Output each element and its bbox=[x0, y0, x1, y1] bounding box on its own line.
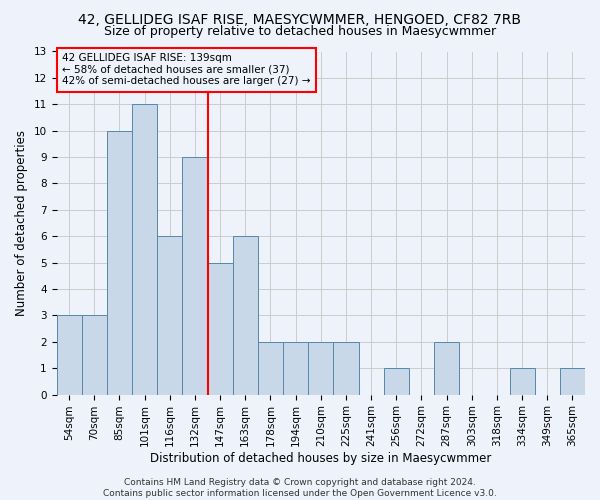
Bar bbox=[283, 342, 308, 394]
Bar bbox=[132, 104, 157, 395]
Bar bbox=[434, 342, 459, 394]
Bar bbox=[82, 316, 107, 394]
Bar bbox=[509, 368, 535, 394]
Bar bbox=[560, 368, 585, 394]
Bar bbox=[56, 316, 82, 394]
Bar bbox=[334, 342, 359, 394]
Bar bbox=[107, 130, 132, 394]
Text: Contains HM Land Registry data © Crown copyright and database right 2024.
Contai: Contains HM Land Registry data © Crown c… bbox=[103, 478, 497, 498]
Bar bbox=[233, 236, 258, 394]
Bar bbox=[258, 342, 283, 394]
Bar bbox=[157, 236, 182, 394]
Text: Size of property relative to detached houses in Maesycwmmer: Size of property relative to detached ho… bbox=[104, 25, 496, 38]
Bar bbox=[208, 262, 233, 394]
Bar bbox=[182, 157, 208, 394]
Text: 42 GELLIDEG ISAF RISE: 139sqm
← 58% of detached houses are smaller (37)
42% of s: 42 GELLIDEG ISAF RISE: 139sqm ← 58% of d… bbox=[62, 53, 310, 86]
Bar bbox=[308, 342, 334, 394]
X-axis label: Distribution of detached houses by size in Maesycwmmer: Distribution of detached houses by size … bbox=[150, 452, 491, 465]
Bar bbox=[383, 368, 409, 394]
Text: 42, GELLIDEG ISAF RISE, MAESYCWMMER, HENGOED, CF82 7RB: 42, GELLIDEG ISAF RISE, MAESYCWMMER, HEN… bbox=[79, 12, 521, 26]
Y-axis label: Number of detached properties: Number of detached properties bbox=[15, 130, 28, 316]
